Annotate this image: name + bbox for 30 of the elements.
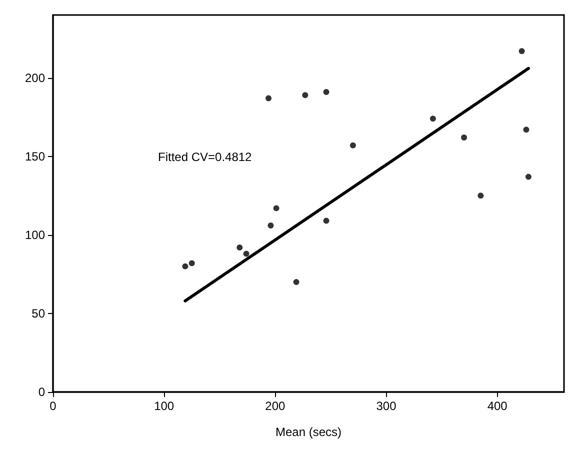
x-axis-title: Mean (secs) bbox=[275, 425, 342, 439]
point bbox=[323, 218, 330, 224]
point bbox=[182, 263, 188, 270]
annotation: Fitted CV=0.4812 bbox=[158, 150, 252, 164]
point bbox=[236, 244, 243, 250]
point bbox=[461, 134, 468, 141]
point bbox=[478, 192, 484, 199]
point bbox=[293, 279, 300, 286]
point bbox=[266, 95, 272, 102]
y-tick-label: 150 bbox=[24, 149, 46, 164]
point bbox=[188, 260, 195, 266]
y-tick-label: 100 bbox=[24, 228, 46, 242]
y-tick-label: 50 bbox=[32, 306, 46, 320]
x-tick-label: 100 bbox=[154, 399, 174, 413]
y-tick-label: 0 bbox=[38, 385, 46, 399]
point bbox=[323, 88, 330, 95]
x-tick-label: 400 bbox=[487, 399, 508, 413]
x-tick-label: 300 bbox=[376, 399, 397, 413]
point bbox=[523, 126, 530, 133]
x-tick-label: 200 bbox=[265, 399, 286, 413]
point bbox=[350, 142, 356, 148]
point bbox=[243, 250, 250, 257]
y-tick-label: 200 bbox=[24, 70, 46, 85]
x-tick-label: 0 bbox=[50, 399, 57, 413]
point bbox=[273, 205, 280, 212]
point bbox=[430, 116, 436, 122]
point bbox=[302, 92, 308, 98]
point bbox=[525, 174, 532, 180]
point bbox=[518, 48, 525, 54]
point bbox=[268, 222, 274, 228]
